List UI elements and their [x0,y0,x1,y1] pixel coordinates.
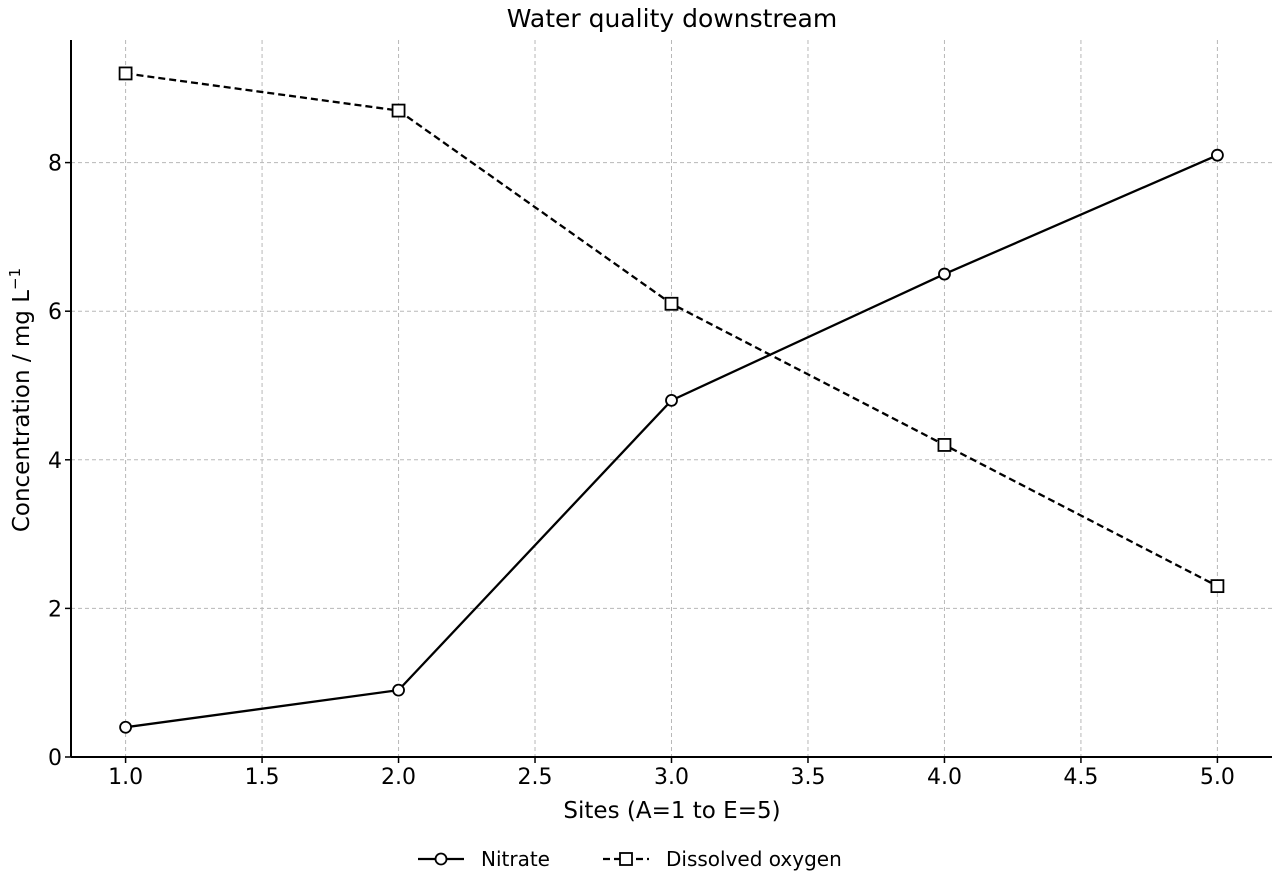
data-point-nitrate [392,683,405,697]
legend: Nitrate Dissolved oxygen [418,847,842,871]
series-layer [118,66,1225,734]
y-tick-label: 2 [48,597,62,622]
legend-marker-dissolved-oxygen [619,852,633,866]
data-point-dissolved-oxygen [664,296,679,311]
data-point-nitrate [119,720,132,734]
legend-label-dissolved-oxygen: Dissolved oxygen [666,847,842,871]
x-tick-label: 3.0 [654,765,689,790]
x-tick-label: 1.0 [108,765,143,790]
series-nitrate [119,148,1224,734]
x-axis-label: Sites (A=1 to E=5) [563,798,780,824]
x-tick-label: 3.5 [790,765,825,790]
x-tick-label: 2.5 [518,765,553,790]
y-axis-label: Concentration / mg L−1 [6,268,35,532]
x-tick-label: 2.0 [381,765,416,790]
y-tick-label: 0 [48,746,62,771]
legend-item-dissolved-oxygen: Dissolved oxygen [603,847,842,871]
y-tick-label: 6 [48,300,62,325]
y-tick-label: 8 [48,152,62,177]
x-tick-label: 5.0 [1200,765,1235,790]
data-point-dissolved-oxygen [1210,579,1225,594]
data-point-dissolved-oxygen [118,66,133,81]
data-point-nitrate [938,267,951,281]
y-tick-label: 4 [48,449,62,474]
legend-marker-nitrate [434,852,448,866]
y-axis-label-main: Concentration / mg L [9,290,35,532]
data-point-dissolved-oxygen [937,438,952,452]
x-tick-label: 4.0 [927,765,962,790]
legend-item-nitrate: Nitrate [418,847,550,871]
data-point-dissolved-oxygen [391,103,406,118]
x-tick-label: 1.5 [245,765,280,790]
data-point-nitrate [665,393,678,407]
y-axis-ticks: 0 2 4 6 8 [48,152,71,771]
x-tick-label: 4.5 [1063,765,1098,790]
legend-label-nitrate: Nitrate [481,847,550,871]
y-axis-label-superscript: −1 [6,268,24,290]
series-dissolved-oxygen [118,66,1225,594]
x-axis-ticks: 1.0 1.5 2.0 2.5 3.0 3.5 4.0 4.5 5.0 [108,757,1235,790]
data-point-nitrate [1211,148,1224,162]
chart-title: Water quality downstream [507,4,837,33]
